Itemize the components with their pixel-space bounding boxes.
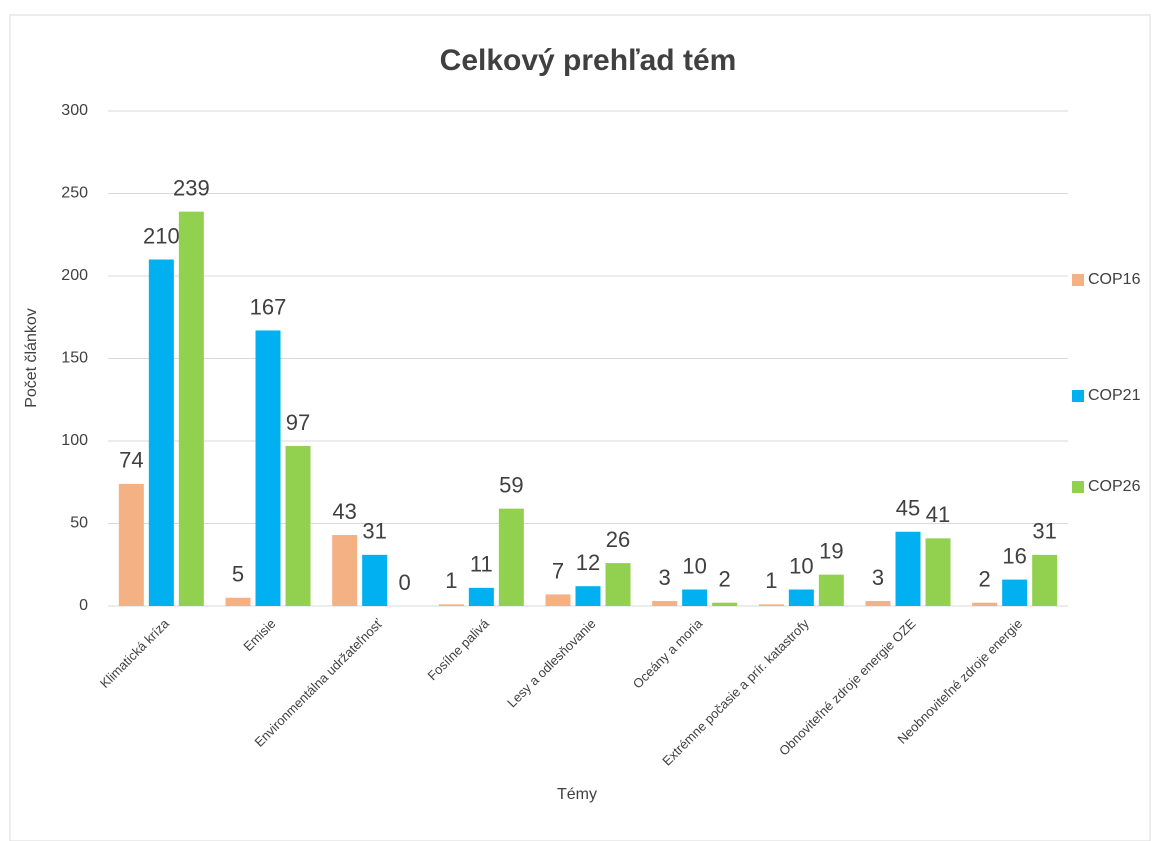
data-label: 0 [399, 570, 411, 595]
legend-swatch [1072, 274, 1084, 286]
bar [225, 597, 251, 606]
data-label: 239 [173, 175, 210, 200]
data-label: 97 [286, 410, 310, 435]
data-label: 74 [119, 448, 143, 473]
data-label: 45 [896, 496, 920, 521]
data-label: 43 [332, 499, 356, 524]
data-label: 10 [789, 553, 813, 578]
bar [255, 330, 281, 606]
data-label: 10 [682, 553, 706, 578]
data-label: 41 [926, 502, 950, 527]
data-label: 59 [499, 472, 523, 497]
y-tick-label: 0 [79, 597, 88, 614]
x-axis-title: Témy [557, 786, 597, 803]
bar [575, 586, 601, 606]
legend-swatch [1072, 390, 1084, 402]
data-label: 11 [470, 552, 493, 577]
data-label: 12 [576, 550, 600, 575]
legend-swatch [1072, 481, 1084, 493]
bar [498, 508, 524, 606]
bar [148, 259, 174, 606]
bar [1002, 579, 1028, 606]
legend-label: COP21 [1088, 387, 1141, 404]
y-tick-label: 100 [61, 432, 88, 449]
data-label: 31 [362, 519, 386, 544]
data-label: 1 [445, 568, 457, 593]
bar [545, 594, 571, 606]
bar [285, 445, 311, 606]
data-label: 31 [1032, 519, 1056, 544]
bar [865, 601, 891, 606]
bar [972, 602, 998, 606]
bar [712, 602, 738, 606]
data-label: 210 [143, 223, 180, 248]
bar [652, 601, 678, 606]
data-label: 2 [979, 567, 991, 592]
data-label: 16 [1002, 543, 1026, 568]
y-tick-label: 300 [61, 102, 88, 119]
data-label: 3 [659, 565, 671, 590]
bar [818, 574, 844, 606]
bar [332, 535, 358, 606]
bar [895, 531, 921, 606]
y-tick-label: 200 [61, 267, 88, 284]
data-label: 2 [719, 567, 731, 592]
bar [1032, 554, 1058, 606]
bar [178, 211, 204, 606]
data-label: 167 [250, 294, 287, 319]
data-label: 26 [606, 527, 630, 552]
data-label: 19 [819, 538, 843, 563]
bar [118, 483, 144, 606]
bar [925, 538, 951, 606]
bar [758, 604, 784, 606]
bar [682, 589, 708, 606]
y-tick-label: 50 [70, 515, 88, 532]
chart-title: Celkový prehľad tém [440, 44, 737, 77]
data-label: 3 [872, 565, 884, 590]
data-label: 1 [765, 568, 777, 593]
legend-label: COP16 [1088, 271, 1141, 288]
y-tick-label: 150 [61, 350, 88, 367]
bar [362, 554, 388, 606]
bar [605, 563, 631, 606]
data-label: 5 [232, 562, 244, 587]
bar [438, 604, 464, 606]
y-axis-title: Počet článkov [23, 308, 40, 408]
legend-label: COP26 [1088, 478, 1141, 495]
y-tick-label: 250 [61, 185, 88, 202]
data-label: 7 [552, 558, 564, 583]
bar [788, 589, 814, 606]
bar [468, 587, 494, 606]
